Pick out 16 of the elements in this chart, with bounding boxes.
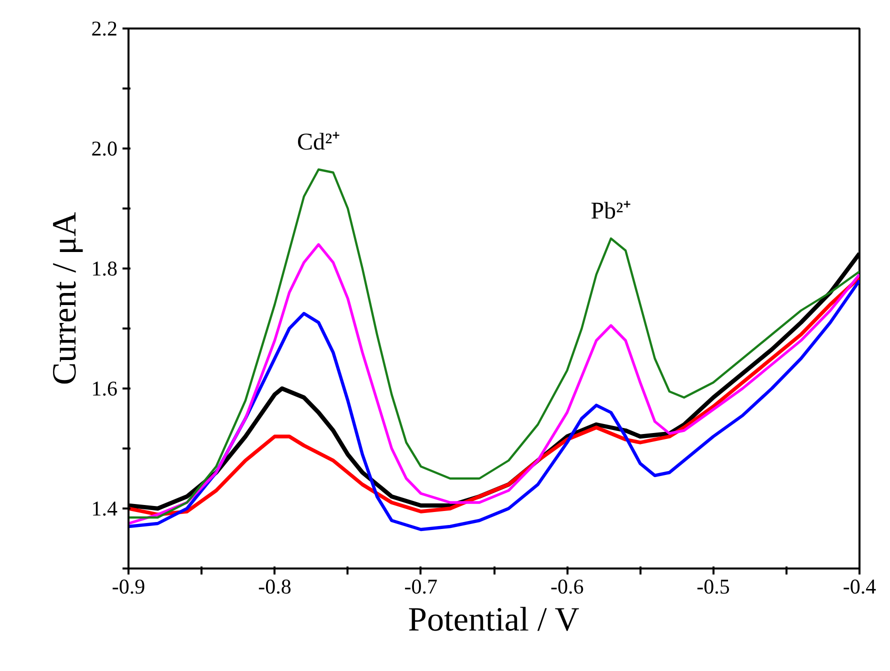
y-axis-title: Current / μA	[46, 212, 84, 386]
y-tick-label: 1.4	[91, 496, 118, 520]
annotation: Pb²⁺	[590, 198, 632, 224]
y-tick-label: 2.2	[91, 16, 118, 40]
annotation: Cd²⁺	[296, 130, 340, 156]
x-tick-label: -0.5	[696, 574, 730, 598]
x-tick-label: -0.4	[842, 574, 877, 598]
x-tick-label: -0.9	[112, 574, 146, 598]
x-tick-label: -0.8	[258, 574, 292, 598]
x-axis-title: Potential / V	[408, 602, 580, 638]
x-tick-label: -0.7	[404, 574, 438, 598]
x-tick-label: -0.6	[550, 574, 584, 598]
y-tick-label: 1.6	[91, 376, 118, 400]
line-series	[128, 168, 860, 519]
y-tick-label: 1.8	[91, 256, 118, 280]
y-tick-label: 2.0	[91, 136, 118, 160]
